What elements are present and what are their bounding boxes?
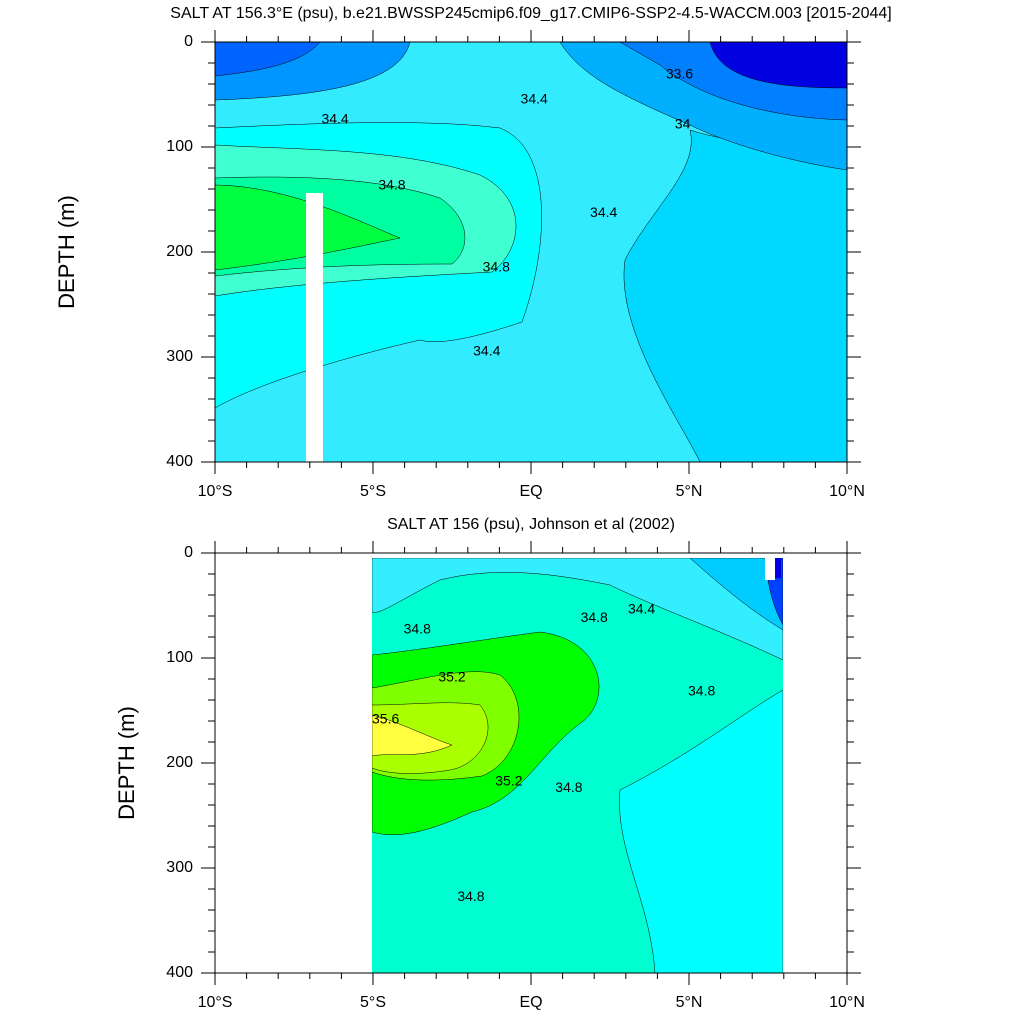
contour-label: 33.6 (666, 65, 693, 81)
y-tick-label: 200 (166, 754, 193, 771)
contour-label: 34.8 (404, 620, 431, 636)
contour-label: 34.8 (457, 888, 484, 904)
x-tick-label: 5°S (360, 483, 386, 500)
y-tick-label: 200 (166, 243, 193, 260)
x-tick-label: 5°N (676, 483, 703, 500)
contour-label: 34.8 (378, 177, 405, 193)
y-tick-label: 300 (166, 348, 193, 365)
x-tick-label: 10°N (829, 994, 865, 1011)
y-axis-label: DEPTH (m) (114, 706, 139, 820)
missing-data (306, 193, 323, 462)
contour-label: 34.4 (628, 600, 655, 616)
missing-data (775, 558, 781, 578)
contour-label: 34.8 (688, 682, 715, 698)
y-tick-label: 400 (166, 964, 193, 981)
contour-label: 34.4 (321, 110, 348, 126)
y-tick-label: 100 (166, 649, 193, 666)
contour-label: 35.2 (495, 773, 522, 789)
x-tick-label: 10°N (829, 483, 865, 500)
y-tick-label: 400 (166, 453, 193, 470)
contour-label: 34.8 (581, 609, 608, 625)
y-tick-label: 0 (184, 544, 193, 561)
contour-label: 34.4 (590, 204, 617, 220)
contour-label: 35.2 (438, 669, 465, 685)
y-tick-label: 0 (184, 33, 193, 50)
x-tick-label: 10°S (198, 994, 233, 1011)
contour-label: 34.8 (555, 779, 582, 795)
x-tick-label: 10°S (198, 483, 233, 500)
contour-label: 34.4 (473, 342, 500, 358)
y-axis-label: DEPTH (m) (54, 195, 79, 309)
chart-title: SALT AT 156 (psu), Johnson et al (2002) (387, 516, 675, 533)
contour-label: 34.4 (521, 90, 548, 106)
x-tick-label: EQ (519, 483, 542, 500)
contour-label: 34.8 (483, 258, 510, 274)
x-tick-label: 5°N (676, 994, 703, 1011)
x-tick-label: EQ (519, 994, 542, 1011)
y-tick-label: 300 (166, 859, 193, 876)
chart-title: SALT AT 156.3°E (psu), b.e21.BWSSP245cmi… (170, 5, 891, 22)
x-tick-label: 5°S (360, 994, 386, 1011)
y-tick-label: 100 (166, 138, 193, 155)
contour-label: 34 (675, 116, 691, 132)
contour-fill (372, 558, 783, 973)
missing-data (765, 558, 775, 580)
contour-label: 35.6 (372, 711, 399, 727)
contour-fill (215, 42, 847, 462)
